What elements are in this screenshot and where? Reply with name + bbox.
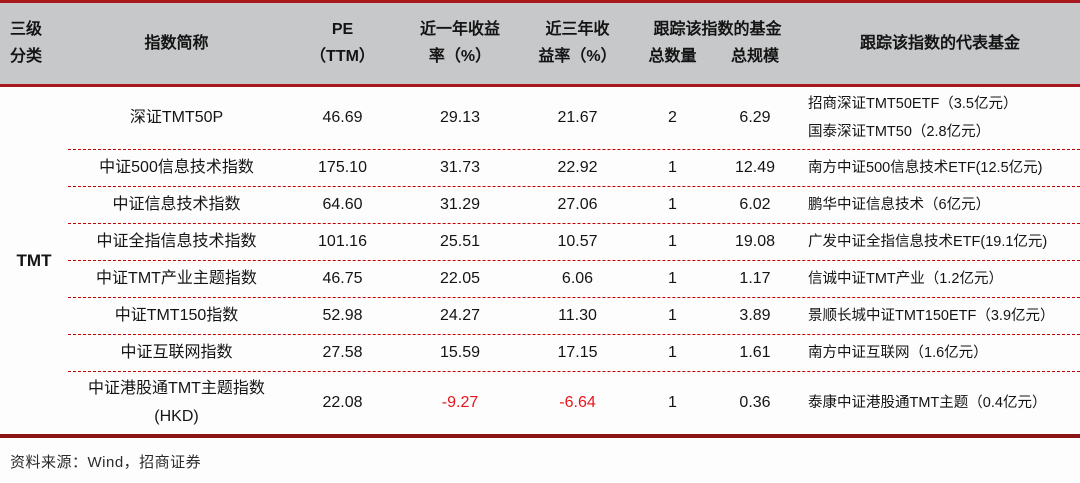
return-1y-cell: 15.59 (439, 344, 481, 361)
fund-scale-cell: 0.36 (739, 394, 771, 411)
table-row: 中证港股通TMT主题指数(HKD) 22.08 -9.27 -6.64 1 0.… (68, 371, 1080, 434)
representative-funds-cell: 景顺长城中证TMT150ETF（3.9亿元） (808, 308, 1055, 324)
representative-funds-cell: 鹏华中证信息技术（6亿元） (808, 197, 991, 213)
representative-funds-cell: 南方中证互联网（1.6亿元） (808, 345, 988, 361)
header-fund-scale: 总规模 (730, 48, 779, 65)
return-3y-cell: 22.92 (557, 159, 598, 176)
header-funds-group: 跟踪该指数的基金 总数量 总规模 (635, 21, 800, 66)
table-rows: 深证TMT50P 46.69 29.13 21.67 2 6.29 招商深证TM… (68, 87, 1080, 434)
pe-value-cell: 64.60 (322, 196, 363, 213)
table-row: 中证500信息技术指数 175.10 31.73 22.92 1 12.49 南… (68, 149, 1080, 186)
fund-scale-cell: 1.61 (739, 344, 771, 361)
header-index-name: 指数简称 (144, 34, 209, 52)
return-1y-cell: 22.05 (439, 270, 481, 287)
index-name-cell: 深证TMT50P (129, 109, 224, 126)
header-representative-funds: 跟踪该指数的代表基金 (859, 34, 1020, 52)
table-row: 中证信息技术指数 64.60 31.29 27.06 1 6.02 鹏华中证信息… (68, 186, 1080, 223)
table-body: TMT 深证TMT50P 46.69 29.13 21.67 2 6.29 招商… (0, 87, 1080, 438)
return-1y-cell: 31.73 (439, 159, 481, 176)
return-3y-cell: 6.06 (561, 270, 594, 287)
index-name-cell: 中证全指信息技术指数 (96, 233, 257, 250)
pe-value-cell: 46.69 (322, 109, 363, 126)
fund-count-cell: 2 (668, 109, 677, 126)
category-label: TMT (16, 250, 52, 270)
pe-value-cell: 22.08 (322, 394, 363, 411)
table-header: 三级 分类 指数简称 PE （TTM） 近一年收益 率（%） 近三年收 益率（%… (0, 0, 1080, 87)
representative-funds-cell: 南方中证500信息技术ETF(12.5亿元) (808, 160, 1043, 176)
pe-value-cell: 46.75 (322, 270, 363, 287)
representative-funds-cell: 招商深证TMT50ETF（3.5亿元） 国泰深证TMT50（2.8亿元） (808, 96, 1018, 140)
table-row: 中证TMT产业主题指数 46.75 22.05 6.06 1 1.17 信诚中证… (68, 260, 1080, 297)
return-3y-cell: 17.15 (557, 344, 598, 361)
return-3y-cell: -6.64 (559, 394, 596, 411)
fund-count-cell: 1 (668, 196, 677, 213)
fund-scale-cell: 12.49 (734, 159, 776, 176)
header-category-line1: 三级 (10, 21, 43, 38)
return-1y-cell: 31.29 (439, 196, 481, 213)
header-return-1y: 近一年收益 率（%） (419, 21, 500, 65)
fund-scale-cell: 19.08 (734, 233, 776, 250)
fund-count-cell: 1 (668, 307, 677, 324)
index-name-cell: 中证TMT150指数 (114, 307, 239, 324)
return-3y-cell: 27.06 (557, 196, 598, 213)
return-1y-cell: 29.13 (439, 109, 481, 126)
table-row: 中证全指信息技术指数 101.16 25.51 10.57 1 19.08 广发… (68, 223, 1080, 260)
fund-scale-cell: 1.17 (739, 270, 771, 287)
return-1y-cell: 25.51 (439, 233, 481, 250)
fund-scale-cell: 6.29 (739, 109, 771, 126)
return-3y-cell: 10.57 (557, 233, 598, 250)
return-1y-cell: -9.27 (441, 394, 479, 411)
table-row: 深证TMT50P 46.69 29.13 21.67 2 6.29 招商深证TM… (68, 87, 1080, 149)
header-category-line2: 分类 (10, 48, 43, 65)
representative-funds-cell: 信诚中证TMT产业（1.2亿元） (808, 271, 1003, 287)
index-name-cell: 中证互联网指数 (120, 344, 233, 361)
fund-scale-cell: 6.02 (739, 196, 771, 213)
header-return-3y: 近三年收 益率（%） (538, 21, 617, 65)
index-name-cell: 中证信息技术指数 (112, 196, 241, 213)
index-name-cell: 中证港股通TMT主题指数(HKD) (88, 380, 265, 425)
pe-value-cell: 175.10 (318, 159, 367, 176)
header-pe: PE （TTM） (310, 21, 375, 65)
fund-count-cell: 1 (668, 270, 677, 287)
index-name-cell: 中证500信息技术指数 (99, 159, 254, 176)
return-3y-cell: 21.67 (557, 109, 598, 126)
fund-scale-cell: 3.89 (739, 307, 771, 324)
representative-funds-cell: 广发中证全指信息技术ETF(19.1亿元) (808, 234, 1048, 250)
pe-value-cell: 27.58 (322, 344, 363, 361)
table-row: 中证互联网指数 27.58 15.59 17.15 1 1.61 南方中证互联网… (68, 334, 1080, 371)
return-3y-cell: 11.30 (558, 307, 597, 324)
index-name-cell: 中证TMT产业主题指数 (96, 270, 257, 287)
header-funds-group-title: 跟踪该指数的基金 (653, 21, 782, 38)
fund-count-cell: 1 (668, 394, 677, 411)
source-note: 资料来源：Wind，招商证券 (10, 454, 202, 471)
pe-value-cell: 52.98 (322, 307, 363, 324)
representative-funds-cell: 泰康中证港股通TMT主题（0.4亿元） (808, 395, 1047, 411)
header-category: 三级 分类 (0, 21, 68, 66)
table-row: 中证TMT150指数 52.98 24.27 11.30 1 3.89 景顺长城… (68, 297, 1080, 334)
pe-value-cell: 101.16 (318, 233, 367, 250)
fund-count-cell: 1 (668, 344, 677, 361)
fund-count-cell: 1 (668, 233, 677, 250)
return-1y-cell: 24.27 (439, 307, 481, 324)
header-fund-count: 总数量 (648, 48, 697, 65)
fund-count-cell: 1 (668, 159, 677, 176)
